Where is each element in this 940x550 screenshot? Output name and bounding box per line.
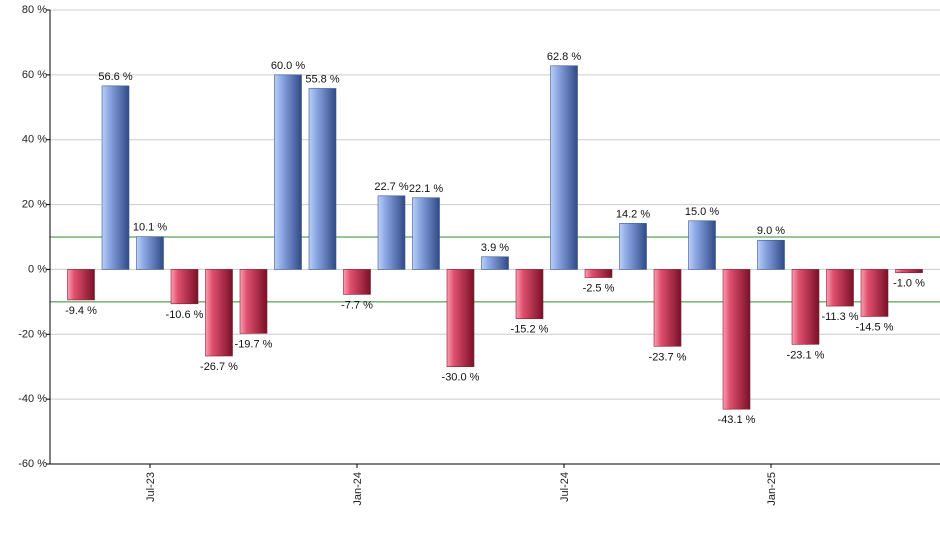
bar-value-label: -2.5 % <box>583 283 615 295</box>
bar-value-label: -14.5 % <box>856 321 894 333</box>
bar-value-label: 15.0 % <box>685 206 719 218</box>
bar-value-label: -1.0 % <box>893 278 925 290</box>
bar-value-label: 10.1 % <box>133 222 167 234</box>
bar <box>343 269 371 295</box>
bar <box>412 197 440 270</box>
bar-value-label: -23.7 % <box>649 351 687 363</box>
bar <box>515 269 544 320</box>
bar-value-label: 3.9 % <box>481 242 509 254</box>
bar <box>274 74 302 270</box>
bar <box>67 269 95 301</box>
bar <box>481 256 509 270</box>
bar-value-label: -10.6 % <box>166 309 204 321</box>
y-tick-label: 40 % <box>22 134 47 146</box>
bar-value-label: -11.3 % <box>821 311 858 323</box>
bar <box>791 269 820 345</box>
axes: 80 % 60 % 40 % 20 % 0 % -20 % -40 % -60 % Jul-23… <box>18 4 940 506</box>
bar <box>722 269 751 410</box>
bar-value-label: 62.8 % <box>547 51 581 63</box>
bar-value-label: -23.1 % <box>787 349 825 361</box>
data-labels: -9.4 % 56.6 % 10.1 % -10.6 % -26.7 % -19.7 % 6… <box>65 51 925 426</box>
bar-value-label: 60.0 % <box>271 60 305 72</box>
bar <box>446 269 475 368</box>
x-tick-label: Jul-24 <box>559 472 571 502</box>
bars <box>67 65 923 410</box>
y-tick-label: 0 % <box>28 263 47 275</box>
bar-value-label: 55.8 % <box>305 73 339 85</box>
bar <box>895 269 923 273</box>
bar-value-label: -15.2 % <box>511 324 549 336</box>
bar <box>101 85 130 270</box>
bar <box>550 65 578 270</box>
bar-value-label: -19.7 % <box>235 338 273 350</box>
bar-value-label: 22.1 % <box>409 183 443 195</box>
bar <box>653 269 682 347</box>
y-tick-label: -20 % <box>18 328 47 340</box>
y-tick-label: 60 % <box>22 69 47 81</box>
bar <box>136 236 164 270</box>
bar <box>860 269 889 317</box>
bar <box>688 220 716 270</box>
bar <box>584 269 613 278</box>
y-tick-label: 20 % <box>22 199 47 211</box>
bar <box>619 223 647 270</box>
y-tick-label: -40 % <box>18 393 47 405</box>
bar-value-label: -43.1 % <box>718 414 756 426</box>
bar-value-label: 22.7 % <box>374 181 408 193</box>
bar <box>308 88 337 270</box>
bar <box>757 239 785 270</box>
bar <box>239 269 268 334</box>
x-tick-label: Jan-25 <box>766 472 778 506</box>
reference-lines <box>50 236 940 303</box>
bar-value-label: -9.4 % <box>65 305 97 317</box>
y-tick-label: 80 % <box>22 4 47 16</box>
bar-value-label: 56.6 % <box>98 71 132 83</box>
bar <box>826 269 854 307</box>
bar-value-label: 14.2 % <box>616 208 650 220</box>
bar-value-label: -26.7 % <box>200 361 238 373</box>
bar <box>377 195 406 270</box>
x-tick-label: Jul-23 <box>145 472 157 502</box>
bar <box>205 269 233 357</box>
x-tick-label: Jan-24 <box>352 472 364 506</box>
y-tick-label: -60 % <box>18 458 47 470</box>
bar-value-label: -30.0 % <box>442 372 480 384</box>
bar-value-label: 9.0 % <box>757 225 785 237</box>
bar <box>170 269 199 305</box>
bar-value-label: -7.7 % <box>341 299 373 311</box>
